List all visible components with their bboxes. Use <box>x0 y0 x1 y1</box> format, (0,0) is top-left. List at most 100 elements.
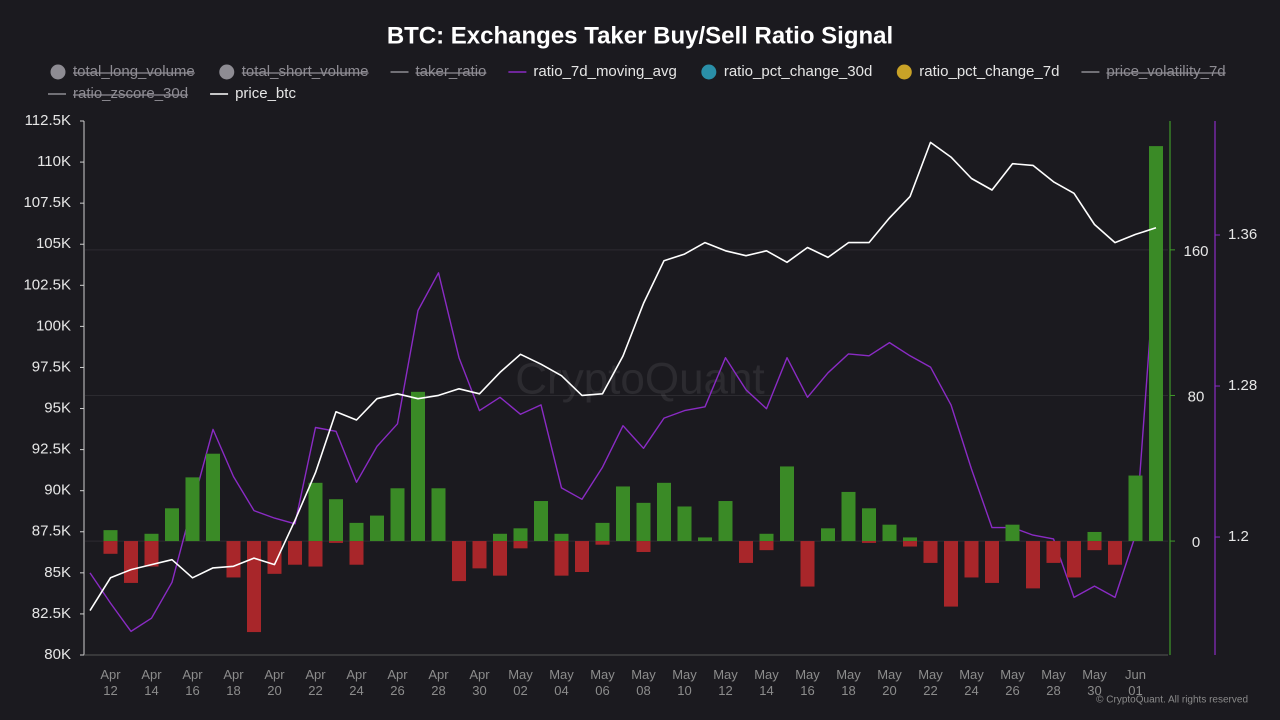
bar <box>329 499 343 542</box>
chart-title: BTC: Exchanges Taker Buy/Sell Ratio Sign… <box>387 22 893 49</box>
y-tick-label: 105K <box>36 235 71 252</box>
legend-marker <box>219 64 235 80</box>
y2-tick-label: 0 <box>1192 534 1200 551</box>
bar <box>698 537 712 542</box>
bar <box>903 541 917 547</box>
legend-label: price_btc <box>235 85 296 102</box>
bar <box>1087 541 1102 551</box>
bar <box>431 488 446 542</box>
legend-label: ratio_pct_change_30d <box>724 63 872 80</box>
x-tick-label: Apr 18 <box>223 667 244 698</box>
x-tick-label: Apr 24 <box>346 667 367 698</box>
y3-tick-label: 1.36 <box>1228 226 1257 243</box>
bar <box>1087 531 1102 542</box>
legend-item[interactable]: taker_ratio <box>390 63 487 80</box>
bar <box>923 541 938 563</box>
y-tick-label: 87.5K <box>32 523 71 540</box>
y-tick-label: 102.5K <box>23 276 71 293</box>
bar <box>554 533 569 542</box>
x-tick-label: Apr 14 <box>141 667 162 698</box>
bar <box>493 533 507 542</box>
legend-item[interactable]: price_volatility_7d <box>1081 63 1226 80</box>
bar <box>1026 541 1040 589</box>
bar <box>329 541 343 543</box>
x-tick-label: May 22 <box>918 667 943 698</box>
x-tick-label: Apr 30 <box>469 667 490 698</box>
line-series <box>89 251 1157 633</box>
bar <box>411 391 425 542</box>
bar <box>554 541 569 576</box>
bar <box>821 528 835 542</box>
bar <box>124 541 138 583</box>
legend-label: total_long_volume <box>73 63 195 80</box>
bar <box>595 541 610 545</box>
legend-item[interactable]: total_long_volume <box>50 63 195 80</box>
bar <box>944 541 958 607</box>
x-tick-label: May 28 <box>1041 667 1066 698</box>
bar <box>575 541 589 573</box>
legend-marker <box>701 64 717 80</box>
bar <box>349 522 364 542</box>
bar <box>390 488 405 542</box>
bar <box>1149 146 1163 542</box>
bar <box>493 541 507 576</box>
bar <box>226 541 241 578</box>
y-tick-label: 100K <box>36 317 71 334</box>
legend-label: total_short_volume <box>242 63 369 80</box>
y3-tick-label: 1.28 <box>1228 377 1257 394</box>
y2-tick-label: 160 <box>1183 243 1208 260</box>
bar <box>513 528 528 542</box>
bar <box>288 541 302 565</box>
legend-item[interactable]: ratio_zscore_30d <box>48 85 189 102</box>
x-tick-label: Apr 22 <box>305 667 326 698</box>
bar <box>1005 524 1020 542</box>
legend-item[interactable]: total_short_volume <box>219 63 369 80</box>
bar <box>472 541 487 569</box>
x-tick-label: May 06 <box>590 667 615 698</box>
bar <box>513 541 528 549</box>
legend-item[interactable]: price_btc <box>210 85 296 102</box>
bar <box>985 541 999 583</box>
legend-label: ratio_pct_change_7d <box>919 63 1059 80</box>
x-tick-label: Apr 16 <box>182 667 203 698</box>
bar <box>206 453 220 542</box>
bar <box>349 541 364 565</box>
x-tick-label: Apr 12 <box>100 667 121 698</box>
y-tick-label: 112.5K <box>25 112 71 129</box>
bar <box>144 533 159 542</box>
legend-marker <box>896 64 912 80</box>
watermark: CryptoQuant <box>515 355 764 404</box>
bar <box>677 506 692 542</box>
bar <box>657 482 671 542</box>
bar <box>103 530 118 542</box>
legend-item[interactable]: ratio_pct_change_7d <box>896 63 1060 80</box>
y-tick-label: 95K <box>44 400 71 417</box>
x-tick-label: May 14 <box>754 667 779 698</box>
x-tick-label: Apr 20 <box>264 667 285 698</box>
y-tick-label: 90K <box>44 482 71 499</box>
bar <box>882 524 897 542</box>
y-tick-label: 85K <box>44 564 71 581</box>
copyright: © CryptoQuant. All rights reserved <box>1096 695 1248 706</box>
legend-label: price_volatility_7d <box>1106 63 1225 80</box>
x-tick-label: May 18 <box>836 667 861 698</box>
legend-item[interactable]: ratio_pct_change_30d <box>701 63 872 80</box>
bar <box>780 466 794 542</box>
bar <box>370 515 384 542</box>
legend-item[interactable]: ratio_7d_moving_avg <box>508 63 677 80</box>
y2-tick-label: 80 <box>1188 388 1205 405</box>
x-tick-label: May 16 <box>795 667 820 698</box>
x-tick-label: Apr 28 <box>428 667 449 698</box>
bar <box>903 537 917 542</box>
bar <box>862 541 876 543</box>
bar <box>595 522 610 542</box>
y-tick-label: 82.5K <box>32 605 71 622</box>
bar <box>247 541 261 633</box>
bar <box>862 508 876 542</box>
x-tick-label: May 08 <box>631 667 656 698</box>
bar <box>636 502 651 542</box>
bar <box>534 501 548 542</box>
legend-label: ratio_zscore_30d <box>73 85 188 102</box>
bar <box>636 541 651 552</box>
